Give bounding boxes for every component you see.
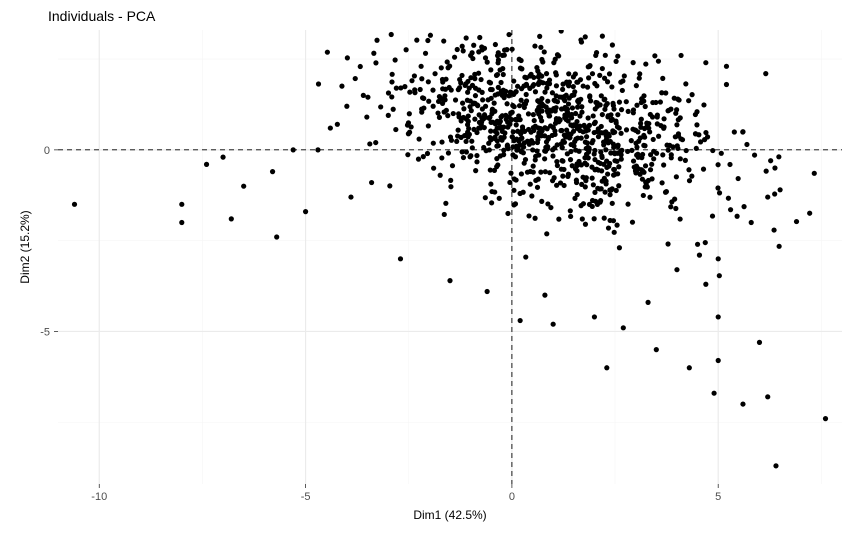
svg-text:0: 0: [44, 145, 50, 157]
svg-text:0: 0: [509, 491, 515, 503]
scatter-plot-area: -10 -5 0 5 -5 0: [0, 0, 858, 534]
pca-scatter-chart: Individuals - PCA -10-505-50 Dim1 (42.5%…: [0, 0, 858, 534]
y-axis-label: Dim2 (15.2%): [18, 187, 32, 307]
svg-text:-10: -10: [91, 491, 107, 503]
svg-text:5: 5: [715, 491, 721, 503]
x-axis-label: Dim1 (42.5%): [390, 508, 510, 522]
svg-text:-5: -5: [301, 491, 311, 503]
svg-text:-5: -5: [40, 326, 50, 338]
